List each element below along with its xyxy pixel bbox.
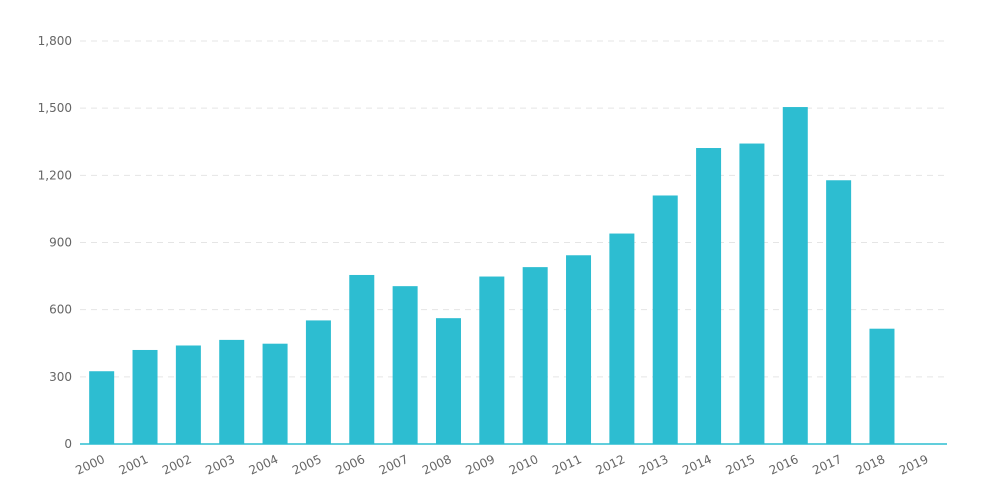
bar-2008[interactable]: [435, 318, 461, 444]
x-tick-label: 2012: [594, 452, 628, 478]
x-tick-label: 2011: [550, 452, 584, 478]
bars: [89, 107, 895, 444]
y-tick-label: 1,500: [38, 101, 72, 115]
x-tick-label: 2001: [117, 452, 151, 478]
x-tick-label: 2004: [247, 452, 281, 478]
bar-2007[interactable]: [392, 286, 418, 444]
y-tick-label: 0: [64, 437, 72, 451]
x-tick-labels: 2000 2001 2002 2003 2004 2005 2006 2007 2008 2009…: [73, 452, 930, 478]
x-tick-label: 2005: [290, 452, 324, 478]
bar-2009[interactable]: [479, 276, 505, 444]
x-tick-label: 2019: [897, 452, 931, 478]
x-tick-label: 2007: [377, 452, 411, 478]
y-tick-label: 1,800: [38, 34, 72, 48]
bar-2013[interactable]: [652, 195, 678, 444]
x-tick-label: 2016: [767, 452, 801, 478]
bar-2015[interactable]: [739, 143, 765, 444]
x-tick-label: 2013: [637, 452, 671, 478]
x-tick-label: 2018: [854, 452, 888, 478]
bar-2006[interactable]: [349, 274, 375, 444]
y-tick-label: 300: [49, 370, 72, 384]
bar-2017[interactable]: [826, 180, 852, 444]
bar-2001[interactable]: [132, 349, 158, 444]
bar-2014[interactable]: [696, 148, 722, 444]
y-tick-label: 600: [49, 303, 72, 317]
y-tick-label: 1,200: [38, 168, 72, 182]
bar-2004[interactable]: [262, 343, 288, 444]
x-tick-label: 2017: [810, 452, 844, 478]
gridlines: [80, 40, 947, 378]
bar-2010[interactable]: [522, 267, 548, 444]
bar-2011[interactable]: [566, 255, 592, 444]
x-tick-label: 2009: [463, 452, 497, 478]
y-tick-label: 900: [49, 236, 72, 250]
bar-2003[interactable]: [219, 339, 245, 444]
x-tick-label: 2008: [420, 452, 454, 478]
bar-2016[interactable]: [782, 107, 808, 444]
x-tick-label: 2010: [507, 452, 541, 478]
x-tick-label: 2003: [203, 452, 237, 478]
bar-2002[interactable]: [175, 345, 201, 444]
x-tick-label: 2002: [160, 452, 194, 478]
y-tick-labels: 0 300 600 900 1,200 1,500 1,800: [38, 34, 72, 451]
bar-2000[interactable]: [89, 371, 115, 444]
bar-2012[interactable]: [609, 233, 635, 444]
x-tick-label: 2015: [724, 452, 758, 478]
x-tick-label: 2014: [680, 452, 714, 478]
x-tick-label: 2006: [333, 452, 367, 478]
bar-2018[interactable]: [869, 328, 895, 444]
bar-2005[interactable]: [305, 320, 331, 444]
x-tick-label: 2000: [73, 452, 107, 478]
